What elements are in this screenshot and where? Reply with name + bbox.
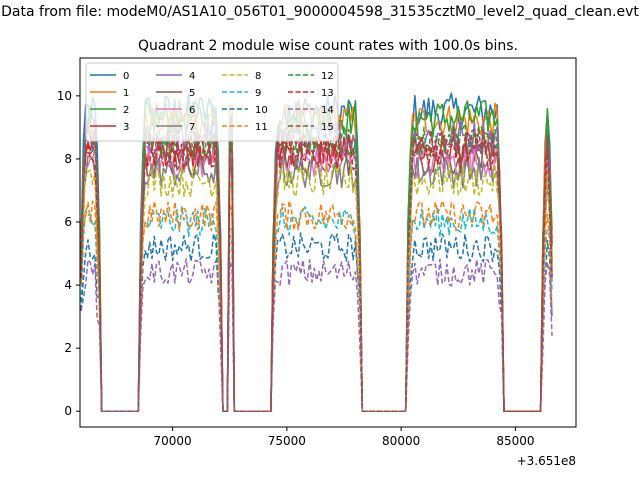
x-tick-label: 80000 — [382, 434, 420, 448]
legend-label-11: 11 — [255, 122, 268, 133]
y-tick-label: 10 — [57, 89, 72, 103]
legend-label-8: 8 — [255, 71, 261, 82]
series-line-12 — [80, 121, 553, 412]
legend-label-1: 1 — [123, 88, 129, 99]
y-tick-label: 4 — [64, 278, 72, 292]
legend-label-3: 3 — [123, 122, 129, 133]
series-line-5 — [80, 141, 553, 412]
legend-label-15: 15 — [321, 122, 334, 133]
legend-label-14: 14 — [321, 105, 334, 116]
y-tick-label: 6 — [64, 215, 72, 229]
legend-label-0: 0 — [123, 71, 129, 82]
legend-label-9: 9 — [255, 88, 261, 99]
chart-title: Quadrant 2 module wise count rates with … — [138, 38, 518, 54]
series-line-7 — [80, 155, 553, 412]
series-line-11 — [80, 200, 553, 412]
x-tick-label: 85000 — [496, 434, 534, 448]
legend-label-4: 4 — [189, 71, 195, 82]
y-tick-label: 2 — [64, 341, 72, 355]
x-tick-label: 75000 — [268, 434, 306, 448]
series-line-14 — [80, 258, 553, 412]
legend-label-7: 7 — [189, 122, 195, 133]
y-tick-label: 0 — [64, 404, 72, 418]
series-line-10 — [80, 232, 553, 412]
legend-label-6: 6 — [189, 105, 195, 116]
x-tick-label: 70000 — [153, 434, 191, 448]
legend-label-10: 10 — [255, 105, 268, 116]
x-axis: 70000 75000 80000 85000 — [153, 427, 535, 448]
series-line-6 — [80, 145, 553, 412]
figure-suptitle: Data from file: modeM0/AS1A10_056T01_900… — [1, 4, 639, 20]
legend-label-2: 2 — [123, 105, 129, 116]
series-line-8 — [80, 163, 553, 412]
legend-label-13: 13 — [321, 88, 334, 99]
legend-label-12: 12 — [321, 71, 334, 82]
series-line-9 — [80, 206, 553, 412]
legend-box — [85, 62, 339, 142]
y-axis: 0 2 4 6 8 10 — [57, 89, 80, 418]
legend-label-5: 5 — [189, 88, 195, 99]
y-tick-label: 8 — [64, 152, 72, 166]
x-offset-label: +3.651e8 — [517, 454, 576, 468]
plot-frame — [79, 57, 577, 428]
